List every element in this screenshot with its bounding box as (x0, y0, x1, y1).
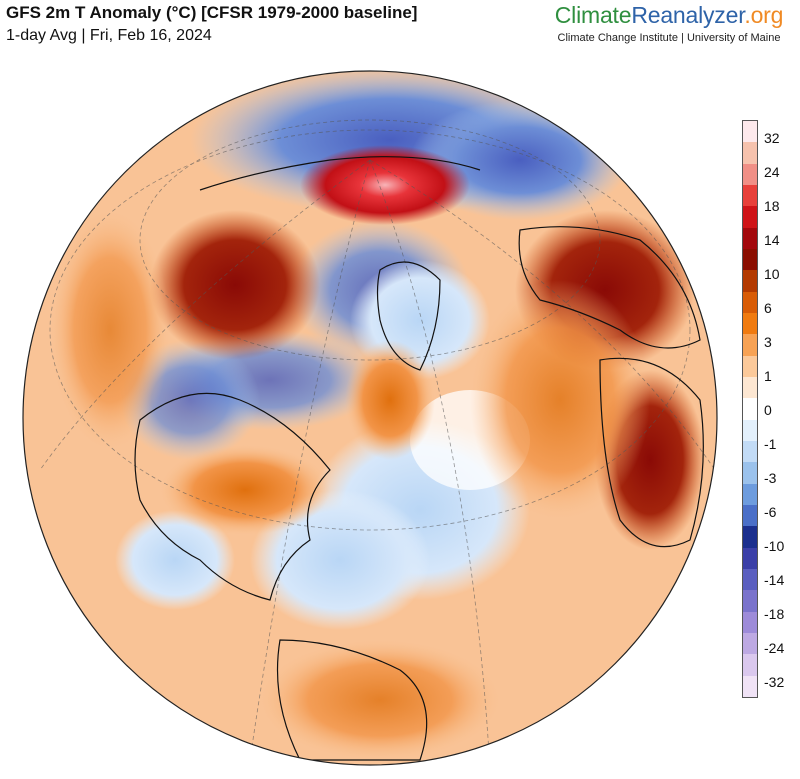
legend-tick-label: 10 (764, 266, 780, 282)
brand-wordmark: ClimateReanalyzer.org (544, 2, 794, 29)
legend-color-band (743, 611, 757, 634)
legend-color-band (743, 249, 757, 271)
siberia-coastline (199, 156, 481, 191)
brand-part-org: .org (744, 2, 784, 28)
legend-color-band (743, 483, 757, 506)
legend-tick-label: 24 (764, 164, 780, 180)
legend-tick-label: 0 (764, 402, 772, 418)
legend-color-band (743, 505, 757, 527)
meridian-line-a (249, 159, 371, 761)
east-siberian-sea-warm-anomaly (300, 145, 470, 225)
meridian-line-b (369, 159, 491, 765)
legend-tick-label: -24 (764, 640, 785, 656)
brand-tagline: Climate Change Institute | University of… (557, 32, 781, 44)
eastern-us-warm-anomaly (160, 445, 330, 535)
legend-color-band (743, 419, 757, 442)
legend-tick-label: 6 (764, 300, 772, 316)
legend-tick-label: -14 (764, 572, 785, 588)
legend-color-band (743, 633, 757, 655)
legend-tick-label: 14 (764, 232, 780, 248)
legend-color-band (743, 206, 757, 229)
legend-color-band (743, 334, 757, 357)
globe-field (23, 71, 717, 765)
legend-color-band (743, 163, 757, 186)
brand-part-reanalyzer: Reanalyzer (631, 2, 745, 28)
meridian-line-d (369, 159, 716, 471)
legend-color-band (743, 547, 757, 570)
legend-color-band (743, 675, 757, 698)
south-america-warm-anomaly (260, 640, 500, 760)
legend-color-band (743, 654, 757, 677)
globe-outline (22, 70, 718, 766)
legend-color-band (743, 462, 757, 485)
legend-color-band (743, 291, 757, 314)
pacific-cool-anomaly (115, 510, 235, 610)
north-america-coastline (134, 392, 331, 601)
legend-color-band (743, 398, 757, 421)
brand-logo[interactable]: ClimateReanalyzer.org Climate Change Ins… (544, 2, 794, 44)
greenland-coastline (376, 261, 441, 371)
legend-tick-label: -10 (764, 538, 785, 554)
coastlines (134, 156, 704, 761)
legend-color-band (743, 590, 757, 613)
legend-tick-label: 32 (764, 130, 780, 146)
legend-tick-label: -3 (764, 470, 777, 486)
south-america-coastline (276, 639, 428, 761)
legend-tick-label: -1 (764, 436, 777, 452)
legend-color-band (743, 142, 757, 165)
africa-coastline (599, 357, 704, 548)
color-scale-legend (742, 120, 758, 698)
legend-tick-label: 18 (764, 198, 780, 214)
legend-color-band (743, 313, 757, 335)
latitude-line-30 (49, 129, 691, 531)
labrador-warm-anomaly (345, 340, 435, 460)
east-atlantic-warm-anomaly (470, 280, 650, 520)
legend-color-band (743, 227, 757, 250)
latitude-line-60 (139, 119, 601, 361)
legend-color-band (743, 121, 757, 143)
legend-tick-label: -18 (764, 606, 785, 622)
legend-color-band (743, 569, 757, 591)
brand-part-climate: Climate (554, 2, 632, 28)
legend-color-band (743, 270, 757, 293)
graticule (39, 119, 716, 765)
legend-color-band (743, 185, 757, 207)
pacific-warm-anomaly (50, 210, 170, 450)
europe-coastline (518, 226, 701, 349)
map-subtitle: 1-day Avg | Fri, Feb 16, 2024 (6, 27, 212, 44)
meridian-line-c (39, 159, 371, 471)
legend-tick-label: 3 (764, 334, 772, 350)
legend-color-band (743, 526, 757, 549)
legend-tick-label: -32 (764, 674, 785, 690)
legend-color-band (743, 441, 757, 463)
legend-color-band (743, 355, 757, 378)
alaska-yukon-warm-anomaly (150, 210, 320, 360)
legend-tick-label: -6 (764, 504, 777, 520)
legend-color-band (743, 377, 757, 399)
legend-tick-label: 1 (764, 368, 772, 384)
map-title: GFS 2m T Anomaly (°C) [CFSR 1979-2000 ba… (6, 3, 418, 22)
